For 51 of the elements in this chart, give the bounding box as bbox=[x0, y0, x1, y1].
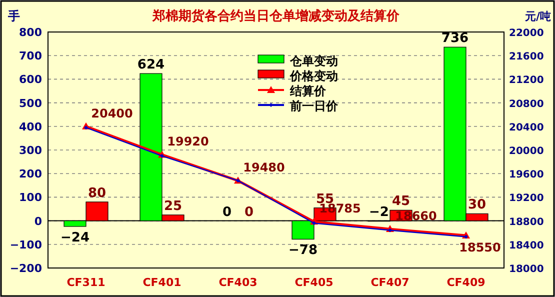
y-tick-label: 100 bbox=[19, 191, 42, 204]
legend-label: 仓单变动 bbox=[289, 54, 338, 68]
y2-tick-label: 19600 bbox=[509, 170, 544, 181]
x-tick-label: CF311 bbox=[66, 276, 106, 289]
data-label: 25 bbox=[164, 198, 182, 214]
data-label: 30 bbox=[468, 198, 486, 213]
data-label: 80 bbox=[88, 186, 106, 201]
data-label: −2 bbox=[369, 204, 389, 220]
data-label: 0 bbox=[222, 204, 232, 220]
legend-label: 结算价 bbox=[289, 84, 327, 98]
y-tick-label: −100 bbox=[10, 238, 42, 252]
y2-tick-label: 19200 bbox=[509, 193, 544, 204]
data-label: 624 bbox=[137, 58, 165, 73]
data-label: 0 bbox=[244, 204, 254, 220]
y2-tick-label: 22000 bbox=[509, 28, 544, 39]
y2-tick-label: 18800 bbox=[509, 216, 544, 228]
y-tick-label: 200 bbox=[19, 168, 42, 181]
y2-tick-label: 18000 bbox=[509, 264, 544, 275]
x-tick-label: CF401 bbox=[142, 276, 182, 289]
x-tick-label: CF405 bbox=[294, 276, 334, 289]
data-label: −24 bbox=[60, 230, 90, 246]
y2-tick-label: 20400 bbox=[509, 122, 544, 134]
y-tick-label: 500 bbox=[19, 96, 42, 110]
legend-label: 价格变动 bbox=[289, 69, 338, 83]
y2-tick-label: 21200 bbox=[509, 75, 544, 86]
y-tick-label: 400 bbox=[19, 120, 42, 134]
y2-tick-label: 21600 bbox=[509, 52, 544, 63]
y2-tick-label: 20800 bbox=[509, 98, 544, 110]
y-tick-label: 600 bbox=[19, 73, 42, 86]
data-label: 18550 bbox=[459, 240, 501, 255]
point bbox=[84, 126, 88, 130]
data-label: 20400 bbox=[91, 106, 133, 120]
data-label: 45 bbox=[392, 194, 410, 210]
y-tick-label: 700 bbox=[19, 50, 42, 63]
data-label: 19480 bbox=[243, 160, 285, 175]
y2-tick-label: 18400 bbox=[509, 240, 544, 252]
legend-label: 前一日价 bbox=[289, 99, 339, 113]
data-label: 19920 bbox=[167, 134, 209, 149]
chart-title: 郑棉期货各合约当日仓单增减变动及结算价 bbox=[152, 8, 400, 24]
data-label: 736 bbox=[441, 31, 469, 46]
data-label: −78 bbox=[288, 243, 318, 258]
y-tick-label: 300 bbox=[19, 144, 42, 157]
x-tick-label: CF409 bbox=[446, 276, 486, 289]
y-tick-label: −200 bbox=[10, 262, 42, 275]
y-axis-title: 手 bbox=[7, 9, 20, 23]
x-tick-label: CF407 bbox=[370, 276, 410, 289]
y2-axis-title: 元/吨 bbox=[524, 10, 552, 23]
y-tick-label: 0 bbox=[34, 214, 42, 228]
y2-tick-label: 20000 bbox=[509, 146, 544, 157]
y-tick-label: 800 bbox=[19, 26, 42, 39]
x-tick-label: CF403 bbox=[218, 276, 258, 289]
